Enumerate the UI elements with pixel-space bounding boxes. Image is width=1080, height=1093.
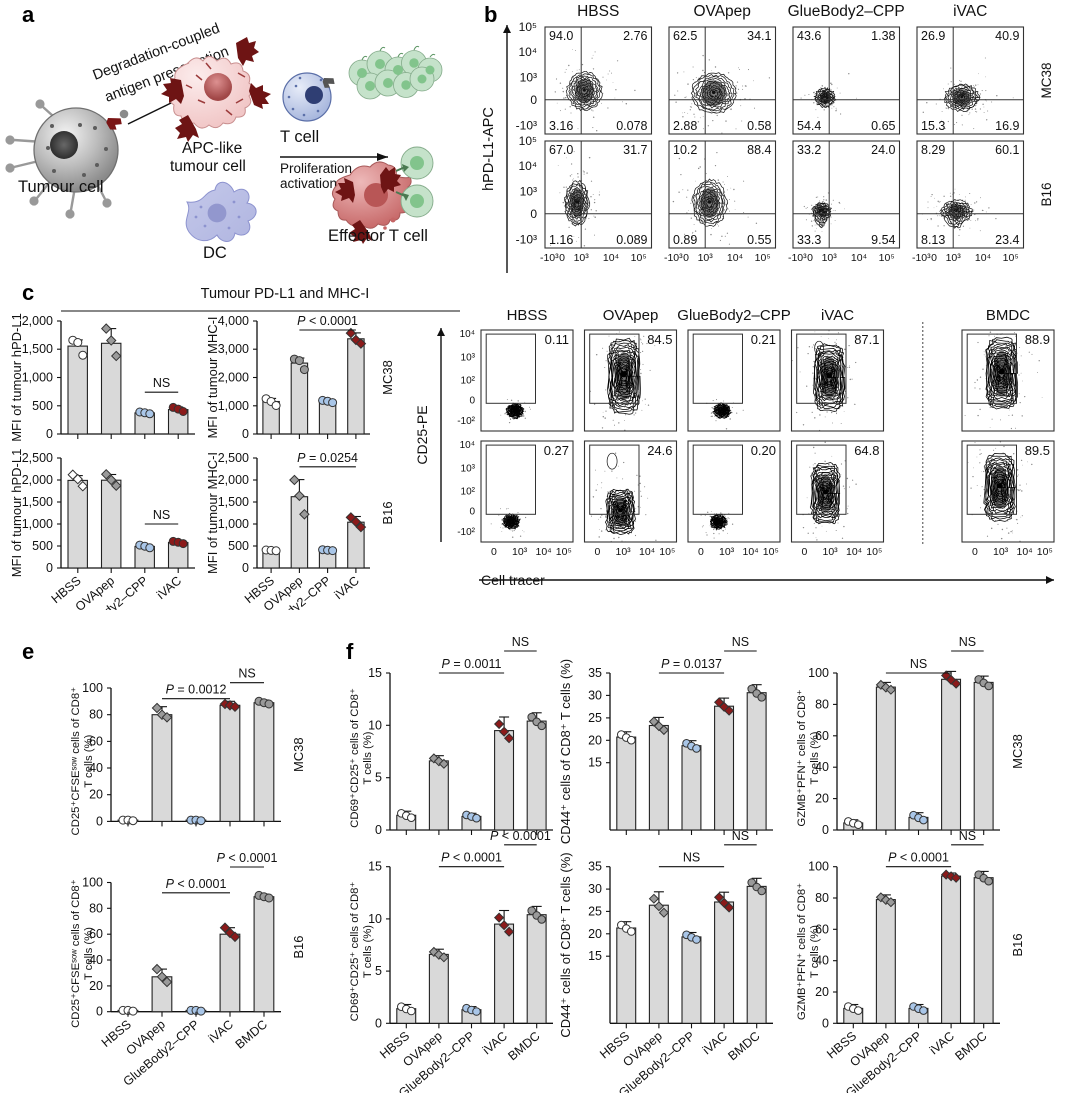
svg-text:NS: NS [959, 635, 976, 649]
svg-text:10: 10 [368, 912, 382, 926]
svg-text:NS: NS [732, 635, 749, 649]
svg-text:20: 20 [588, 927, 602, 941]
svg-text:0: 0 [375, 823, 382, 837]
svg-text:15: 15 [368, 666, 382, 680]
svg-text:BMDC: BMDC [952, 1029, 989, 1063]
svg-text:P < 0.0001: P < 0.0001 [888, 851, 949, 865]
svg-text:100: 100 [808, 666, 829, 680]
svg-text:15: 15 [368, 860, 382, 874]
svg-text:25: 25 [588, 711, 602, 725]
svg-text:80: 80 [815, 891, 829, 905]
svg-text:5: 5 [375, 771, 382, 785]
svg-text:30: 30 [588, 688, 602, 702]
svg-text:20: 20 [815, 985, 829, 999]
svg-text:CD44⁺ cells of CD8⁺ T cells (%: CD44⁺ cells of CD8⁺ T cells (%) [558, 659, 573, 844]
svg-text:NS: NS [959, 829, 976, 843]
svg-text:CD69⁺CD25⁺ cells of CD8⁺T cell: CD69⁺CD25⁺ cells of CD8⁺T cells (%) [349, 882, 374, 1022]
svg-text:NS: NS [683, 851, 700, 865]
svg-text:NS: NS [732, 829, 749, 843]
svg-text:20: 20 [588, 733, 602, 747]
svg-text:25: 25 [588, 904, 602, 918]
svg-text:CD69⁺CD25⁺ cells of CD8⁺T cell: CD69⁺CD25⁺ cells of CD8⁺T cells (%) [349, 688, 374, 828]
svg-text:15: 15 [588, 756, 602, 770]
svg-text:NS: NS [512, 635, 529, 649]
svg-text:15: 15 [588, 949, 602, 963]
svg-text:CD44⁺ cells of CD8⁺ T cells (%: CD44⁺ cells of CD8⁺ T cells (%) [558, 852, 573, 1037]
svg-text:MC38: MC38 [1010, 734, 1025, 769]
svg-text:B16: B16 [1010, 933, 1025, 956]
svg-text:P = 0.0011: P = 0.0011 [442, 657, 502, 671]
svg-text:30: 30 [588, 882, 602, 896]
svg-text:BMDC: BMDC [505, 1029, 542, 1063]
svg-text:P < 0.0001: P < 0.0001 [441, 851, 502, 865]
svg-text:BMDC: BMDC [725, 1029, 762, 1063]
svg-text:100: 100 [808, 860, 829, 874]
svg-text:20: 20 [815, 792, 829, 806]
svg-text:5: 5 [375, 964, 382, 978]
svg-text:35: 35 [588, 666, 602, 680]
svg-text:P = 0.0137: P = 0.0137 [661, 657, 722, 671]
svg-text:0: 0 [375, 1016, 382, 1030]
svg-text:10: 10 [368, 718, 382, 732]
svg-text:P < 0.0001: P < 0.0001 [490, 829, 551, 843]
svg-text:80: 80 [815, 697, 829, 711]
svg-text:0: 0 [822, 1016, 829, 1030]
svg-text:NS: NS [910, 657, 927, 671]
svg-text:35: 35 [588, 860, 602, 874]
svg-text:0: 0 [822, 823, 829, 837]
